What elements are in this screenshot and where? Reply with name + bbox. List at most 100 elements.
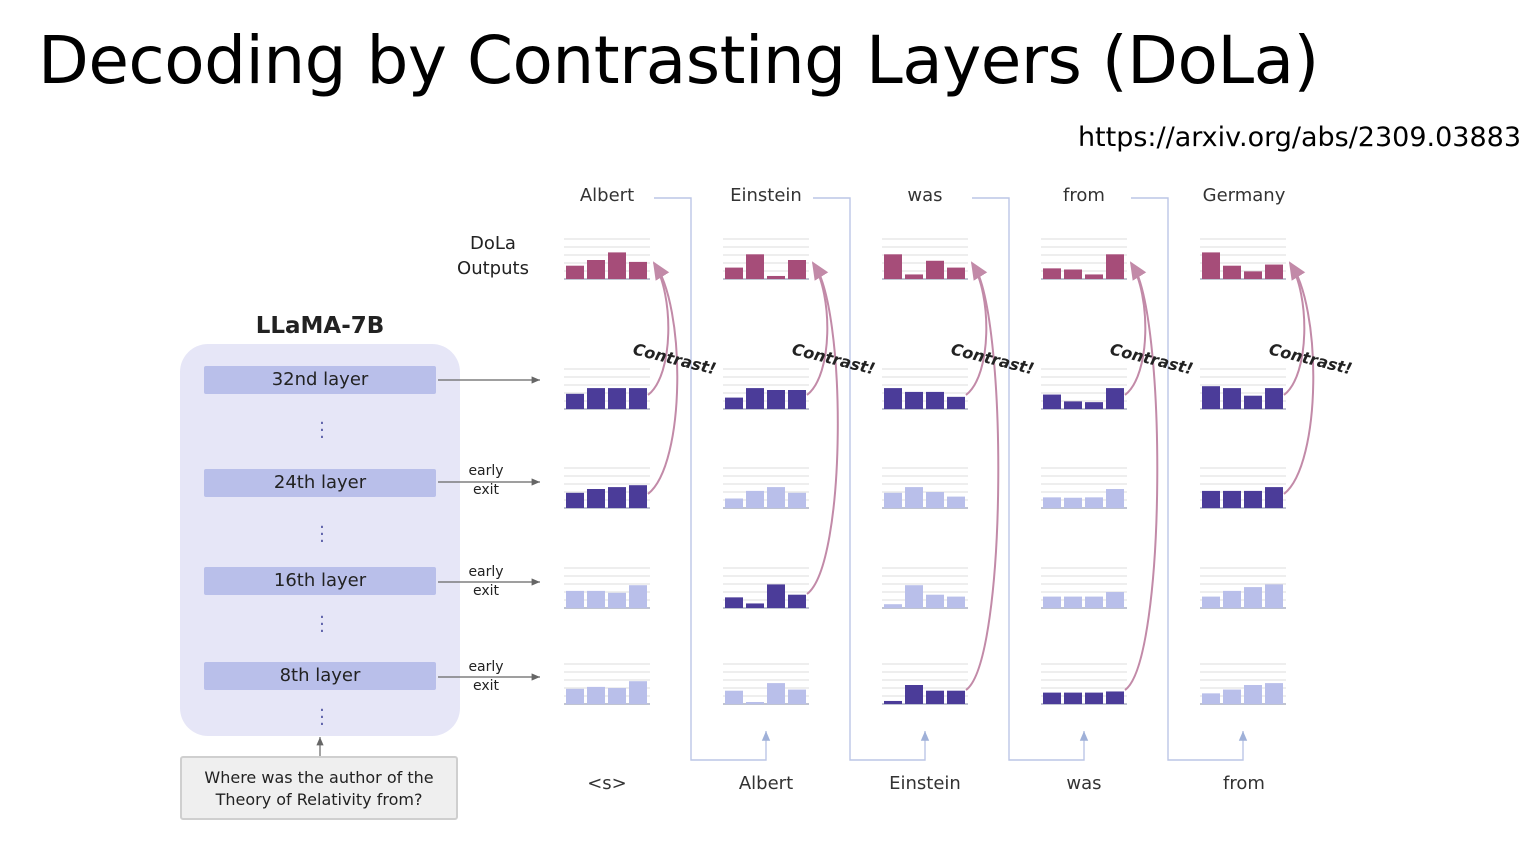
layer-bar	[629, 681, 647, 704]
layer-8: 8th layer	[204, 662, 436, 690]
dola-output-bar	[608, 252, 626, 279]
selected-layer-bar	[1265, 388, 1283, 409]
early-exit-label-8: early exit	[458, 658, 514, 696]
layer-bar	[884, 492, 902, 508]
selected-layer-bar	[1043, 394, 1061, 409]
layer-bar	[1202, 596, 1220, 608]
layer-bar	[746, 490, 764, 508]
input-token-2: Albert	[738, 773, 794, 794]
layer-bar	[1223, 689, 1241, 704]
selected-layer-bar	[926, 690, 944, 704]
paper-url[interactable]: https://arxiv.org/abs/2309.03883	[1077, 122, 1521, 153]
layer-16: 16th layer	[204, 567, 436, 595]
output-token-2: Einstein	[730, 185, 802, 206]
output-token-1: Albert	[579, 185, 635, 206]
outputs-word: Outputs	[457, 258, 529, 279]
selected-layer-bar	[1106, 691, 1124, 704]
selected-layer-bar	[1064, 692, 1082, 704]
dola-word: DoLa	[470, 233, 516, 254]
dola-output-bar	[629, 261, 647, 279]
layer-bar	[905, 585, 923, 608]
selected-layer-bar	[947, 396, 965, 409]
input-token-5: from	[1223, 773, 1265, 794]
contrast-arrow	[647, 262, 679, 495]
selected-layer-bar	[1043, 692, 1061, 704]
selected-layer-bar	[1202, 490, 1220, 508]
dola-output-bar	[1085, 274, 1103, 279]
layer-bar	[725, 690, 743, 704]
layer-bar	[1244, 685, 1262, 704]
selected-layer-bar	[947, 690, 965, 704]
selected-layer-bar	[566, 393, 584, 409]
selected-layer-bar	[926, 391, 944, 409]
layer-bar	[1106, 489, 1124, 508]
contrast-arrow	[1283, 261, 1306, 396]
contrast-arrow	[965, 262, 1000, 691]
early-word: early	[468, 659, 504, 675]
layer-bar	[926, 492, 944, 508]
selected-layer-bar	[629, 485, 647, 508]
layer-bar	[629, 585, 647, 608]
exit-word: exit	[472, 678, 500, 694]
selected-layer-bar	[767, 390, 785, 409]
layer-bar	[1043, 596, 1061, 608]
dola-output-bar	[947, 267, 965, 279]
selected-layer-bar	[1202, 386, 1220, 409]
dola-output-bar	[1244, 271, 1262, 279]
contrast-arrow	[1124, 262, 1159, 691]
dola-output-bar	[1265, 264, 1283, 279]
selected-layer-bar	[1244, 490, 1262, 508]
early-word: early	[468, 463, 504, 479]
layer-bar	[566, 688, 584, 704]
dola-outputs-label: DoLa Outputs	[448, 231, 538, 281]
layer-32: 32nd layer	[204, 366, 436, 394]
dola-output-bar	[1064, 269, 1082, 279]
token-connector-line	[654, 197, 771, 761]
layer-bar	[1043, 497, 1061, 508]
layer-bar	[1244, 587, 1262, 608]
selected-layer-bar	[629, 388, 647, 409]
selected-layer-bar	[1223, 490, 1241, 508]
vertical-dots-icon: · · ·	[319, 700, 325, 735]
selected-layer-bar	[1085, 692, 1103, 704]
output-token-4: from	[1063, 185, 1105, 206]
output-token-5: Germany	[1202, 185, 1286, 206]
selected-layer-bar	[1244, 395, 1262, 409]
token-connector-line	[1131, 197, 1248, 761]
contrast-arrow	[1124, 261, 1147, 396]
layer-bar	[884, 604, 902, 608]
layer-bar	[1223, 590, 1241, 608]
selected-layer-bar	[788, 390, 806, 409]
slide-title: Decoding by Contrasting Layers (DoLa)	[38, 22, 1319, 99]
layer-bar	[947, 496, 965, 508]
dola-output-bar	[566, 265, 584, 279]
dola-output-bar	[1223, 265, 1241, 279]
selected-layer-bar	[746, 388, 764, 409]
layer-bar	[1085, 596, 1103, 608]
early-exit-label-24: early exit	[458, 462, 514, 500]
selected-layer-bar	[884, 700, 902, 704]
selected-layer-bar	[1106, 388, 1124, 409]
contrast-arrow	[806, 261, 829, 396]
contrast-arrow	[806, 262, 839, 595]
layer-bar	[1265, 584, 1283, 608]
dola-output-bar	[905, 274, 923, 279]
selected-layer-bar	[905, 391, 923, 409]
layer-bar	[608, 592, 626, 608]
contrast-arrow	[965, 261, 988, 396]
dola-output-bar	[767, 275, 785, 279]
layer-bar	[788, 689, 806, 704]
layer-bar	[1106, 592, 1124, 608]
selected-layer-bar	[767, 584, 785, 608]
model-name: LLaMA-7B	[255, 313, 385, 339]
exit-word: exit	[472, 482, 500, 498]
selected-layer-bar	[884, 388, 902, 409]
contrast-arrow	[647, 261, 670, 396]
token-connector-line	[972, 197, 1089, 761]
exit-word: exit	[472, 583, 500, 599]
layer-bar	[587, 590, 605, 608]
dola-output-bar	[1202, 252, 1220, 279]
layer-bar	[767, 487, 785, 508]
dola-output-bar	[788, 260, 806, 279]
input-token-1: <s>	[587, 773, 627, 794]
